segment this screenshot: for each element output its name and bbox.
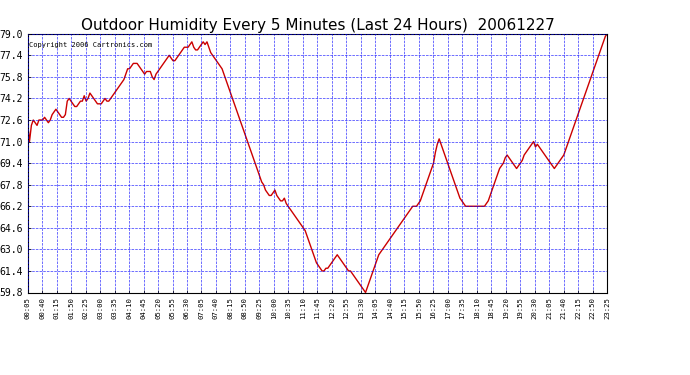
Text: Copyright 2006 Cartronics.com: Copyright 2006 Cartronics.com xyxy=(30,42,152,48)
Title: Outdoor Humidity Every 5 Minutes (Last 24 Hours)  20061227: Outdoor Humidity Every 5 Minutes (Last 2… xyxy=(81,18,554,33)
